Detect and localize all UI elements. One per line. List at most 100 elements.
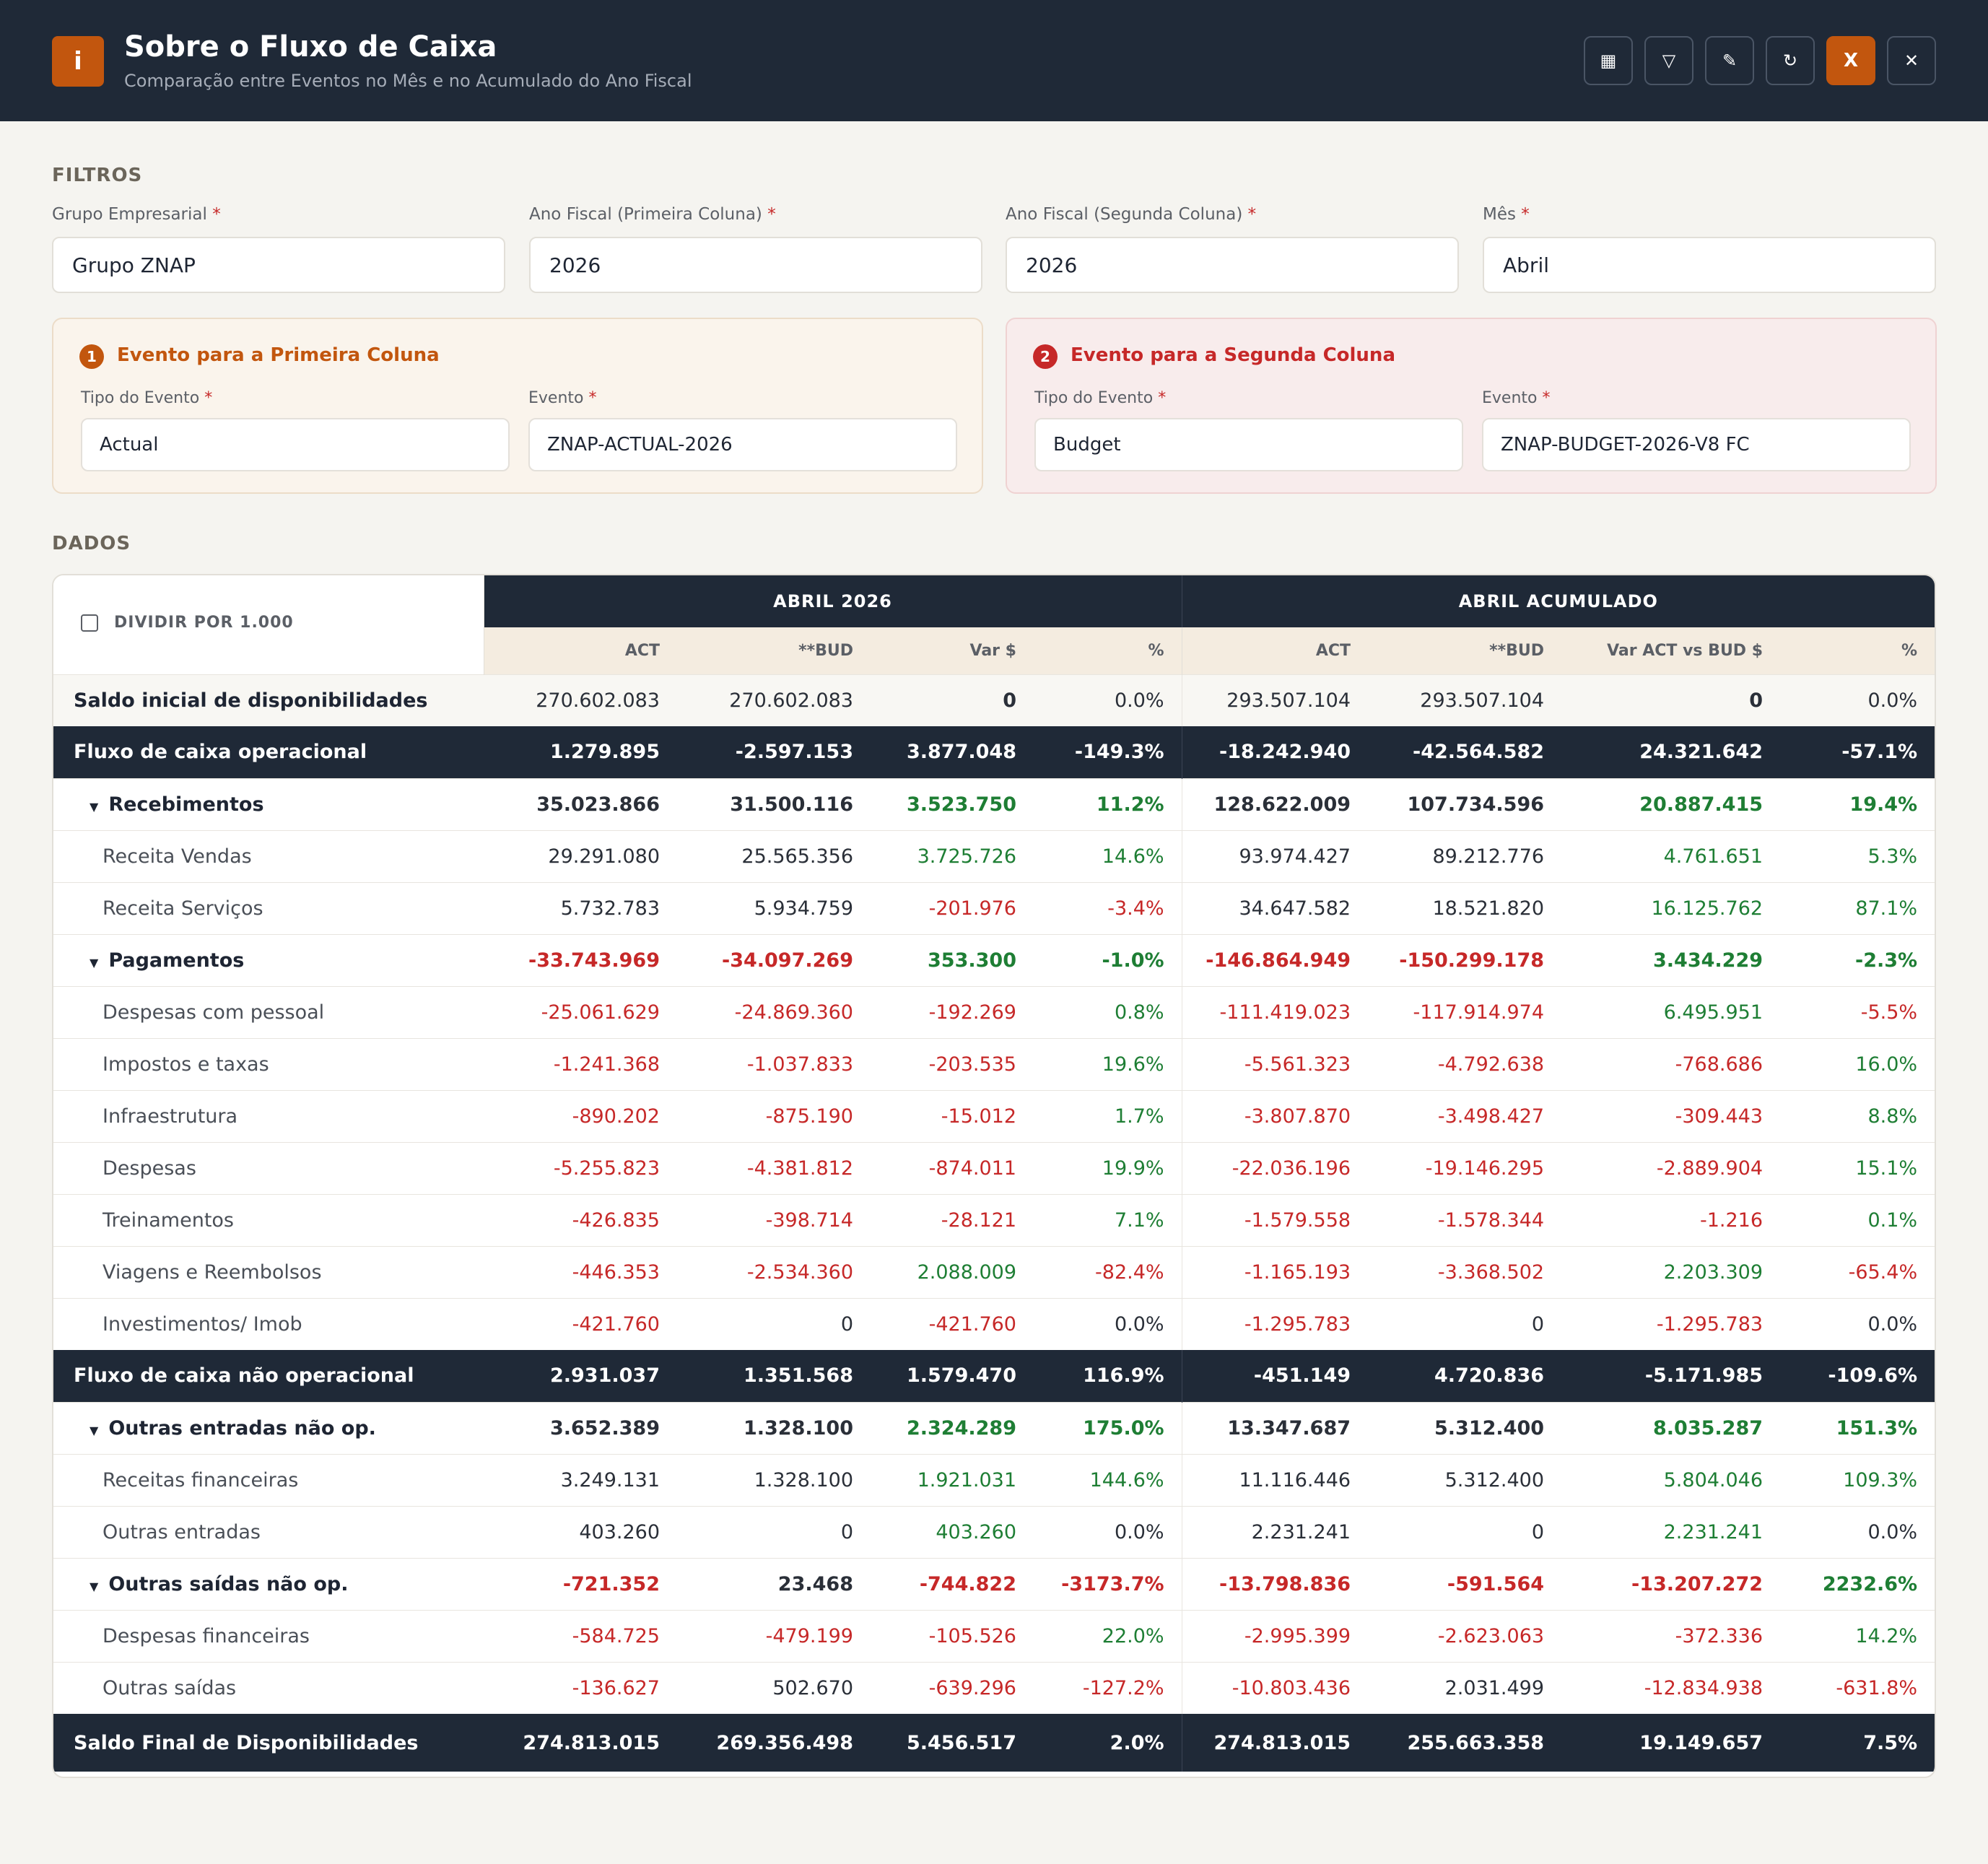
- table-cell: 0: [677, 1297, 871, 1350]
- table-row[interactable]: ▼ Pagamentos -33.743.969 -34.097.269 353.300…: [53, 933, 1935, 986]
- table-cell: -890.202: [484, 1089, 677, 1142]
- table-cell: 7.5%: [1780, 1714, 1935, 1772]
- table-cell: 5.312.400: [1368, 1453, 1562, 1506]
- table-cell: 403.260: [871, 1505, 1034, 1558]
- table-cell: 35.023.866: [484, 778, 677, 830]
- table-row[interactable]: ▼ Outras saídas não op. -721.352 23.468 -744…: [53, 1557, 1935, 1610]
- table-cell: 23.468: [677, 1557, 871, 1610]
- table-cell: 0.0%: [1034, 674, 1182, 726]
- table-row[interactable]: ▼ Recebimentos 35.023.866 31.500.116 3.523.7…: [53, 778, 1935, 830]
- table-cell: -149.3%: [1034, 726, 1182, 778]
- table-cell: -3.4%: [1034, 881, 1182, 934]
- table-cell: -2.534.360: [677, 1245, 871, 1298]
- table-view-button[interactable]: ▦: [1584, 36, 1633, 85]
- table-cell: 1.328.100: [677, 1453, 871, 1506]
- table-cell: 2.031.499: [1368, 1661, 1562, 1714]
- caret-down-icon[interactable]: ▼: [90, 1579, 99, 1593]
- table-cell: -22.036.196: [1181, 1141, 1369, 1194]
- row-label: Viagens e Reembolsos: [53, 1245, 484, 1298]
- table-cell: -3.807.870: [1181, 1089, 1369, 1142]
- caret-down-icon[interactable]: ▼: [90, 799, 99, 814]
- data-section-label: DADOS: [52, 533, 131, 554]
- close-button[interactable]: ✕: [1887, 36, 1936, 85]
- table-cell: 1.279.895: [484, 726, 677, 778]
- col-header[interactable]: %: [1780, 627, 1935, 674]
- col-header[interactable]: **BUD: [1368, 627, 1562, 674]
- table-cell: -127.2%: [1034, 1661, 1182, 1714]
- filter-button[interactable]: ▽: [1644, 36, 1693, 85]
- table-cell: 87.1%: [1780, 881, 1935, 934]
- table-cell: 0.1%: [1780, 1193, 1935, 1246]
- event1-tipo-select[interactable]: Actual: [81, 418, 510, 471]
- table-cell: 22.0%: [1034, 1609, 1182, 1662]
- table-cell: -1.578.344: [1368, 1193, 1562, 1246]
- ano2-select[interactable]: 2026: [1006, 237, 1459, 293]
- excel-icon: X: [1843, 50, 1859, 71]
- table-cell: 2.231.241: [1181, 1505, 1369, 1558]
- table-cell: -192.269: [871, 985, 1034, 1038]
- row-label: Receita Vendas: [53, 829, 484, 882]
- table-cell: 1.579.470: [871, 1350, 1034, 1402]
- table-cell: -631.8%: [1780, 1661, 1935, 1714]
- table-cell: -451.149: [1181, 1350, 1369, 1402]
- event1-tipo-label: Tipo do Evento *: [81, 389, 213, 407]
- filter-icon: ▽: [1662, 51, 1676, 71]
- ano1-select[interactable]: 2026: [529, 237, 982, 293]
- pencil-icon: ✎: [1722, 51, 1738, 71]
- col-header[interactable]: %: [1034, 627, 1182, 674]
- ano1-label: Ano Fiscal (Primeira Coluna) *: [529, 205, 776, 224]
- event1-evento-select[interactable]: ZNAP-ACTUAL-2026: [528, 418, 957, 471]
- table-cell: 151.3%: [1780, 1401, 1935, 1454]
- event2-panel: 2 Evento para a Segunda Coluna Tipo do E…: [1006, 318, 1937, 494]
- row-label: Impostos e taxas: [53, 1037, 484, 1090]
- edit-button[interactable]: ✎: [1705, 36, 1754, 85]
- table-cell: 3.249.131: [484, 1453, 677, 1506]
- table-cell: 144.6%: [1034, 1453, 1182, 1506]
- table-cell: 5.934.759: [677, 881, 871, 934]
- table-row: Saldo Final de Disponibilidades 274.813.0…: [53, 1714, 1935, 1772]
- col-header[interactable]: **BUD: [677, 627, 871, 674]
- table-cell: 5.456.517: [871, 1714, 1034, 1772]
- divide-checkbox[interactable]: DIVIDIR POR 1.000: [81, 614, 294, 632]
- col-header[interactable]: Var $: [871, 627, 1034, 674]
- table-cell: -111.419.023: [1181, 985, 1369, 1038]
- col-header[interactable]: ACT: [484, 627, 677, 674]
- table-cell: 93.974.427: [1181, 829, 1369, 882]
- event2-evento-select[interactable]: ZNAP-BUDGET-2026-V8 FC: [1482, 418, 1911, 471]
- table-cell: -65.4%: [1780, 1245, 1935, 1298]
- table-cell: 18.521.820: [1368, 881, 1562, 934]
- mes-select[interactable]: Abril: [1483, 237, 1936, 293]
- grupo-select[interactable]: Grupo ZNAP: [52, 237, 505, 293]
- table-cell: -5.561.323: [1181, 1037, 1369, 1090]
- table-cell: 0: [1368, 1505, 1562, 1558]
- row-label: Saldo Final de Disponibilidades: [53, 1714, 484, 1772]
- table-cell: 19.149.657: [1561, 1714, 1781, 1772]
- table-cell: -1.0%: [1034, 933, 1182, 986]
- table-row: Outras entradas 403.260 0 403.260 0.0% 2.231.…: [53, 1505, 1935, 1558]
- table-cell: -201.976: [871, 881, 1034, 934]
- export-excel-button[interactable]: X: [1826, 36, 1875, 85]
- event2-tipo-select[interactable]: Budget: [1034, 418, 1463, 471]
- caret-down-icon[interactable]: ▼: [90, 1423, 99, 1437]
- col-header[interactable]: Var ACT vs BUD $: [1561, 627, 1781, 674]
- row-label: Receita Serviços: [53, 881, 484, 934]
- table-cell: 128.622.009: [1181, 778, 1369, 830]
- row-label: Fluxo de caixa não operacional: [53, 1350, 484, 1402]
- col-header[interactable]: ACT: [1181, 627, 1369, 674]
- refresh-button[interactable]: ↻: [1766, 36, 1815, 85]
- table-cell: -639.296: [871, 1661, 1034, 1714]
- table-cell: -1.037.833: [677, 1037, 871, 1090]
- table-cell: 274.813.015: [1181, 1714, 1369, 1772]
- table-row[interactable]: ▼ Outras entradas não op. 3.652.389 1.328.1…: [53, 1401, 1935, 1454]
- table-cell: 353.300: [871, 933, 1034, 986]
- table-cell: 13.347.687: [1181, 1401, 1369, 1454]
- caret-down-icon[interactable]: ▼: [90, 955, 99, 970]
- table-cell: 0.0%: [1780, 1297, 1935, 1350]
- ano2-label: Ano Fiscal (Segunda Coluna) *: [1006, 205, 1257, 224]
- table-cell: 16.0%: [1780, 1037, 1935, 1090]
- group-header-month: ABRIL 2026: [484, 575, 1182, 627]
- table-cell: -875.190: [677, 1089, 871, 1142]
- table-cell: -446.353: [484, 1245, 677, 1298]
- table-cell: -3.498.427: [1368, 1089, 1562, 1142]
- table-cell: 2.231.241: [1561, 1505, 1781, 1558]
